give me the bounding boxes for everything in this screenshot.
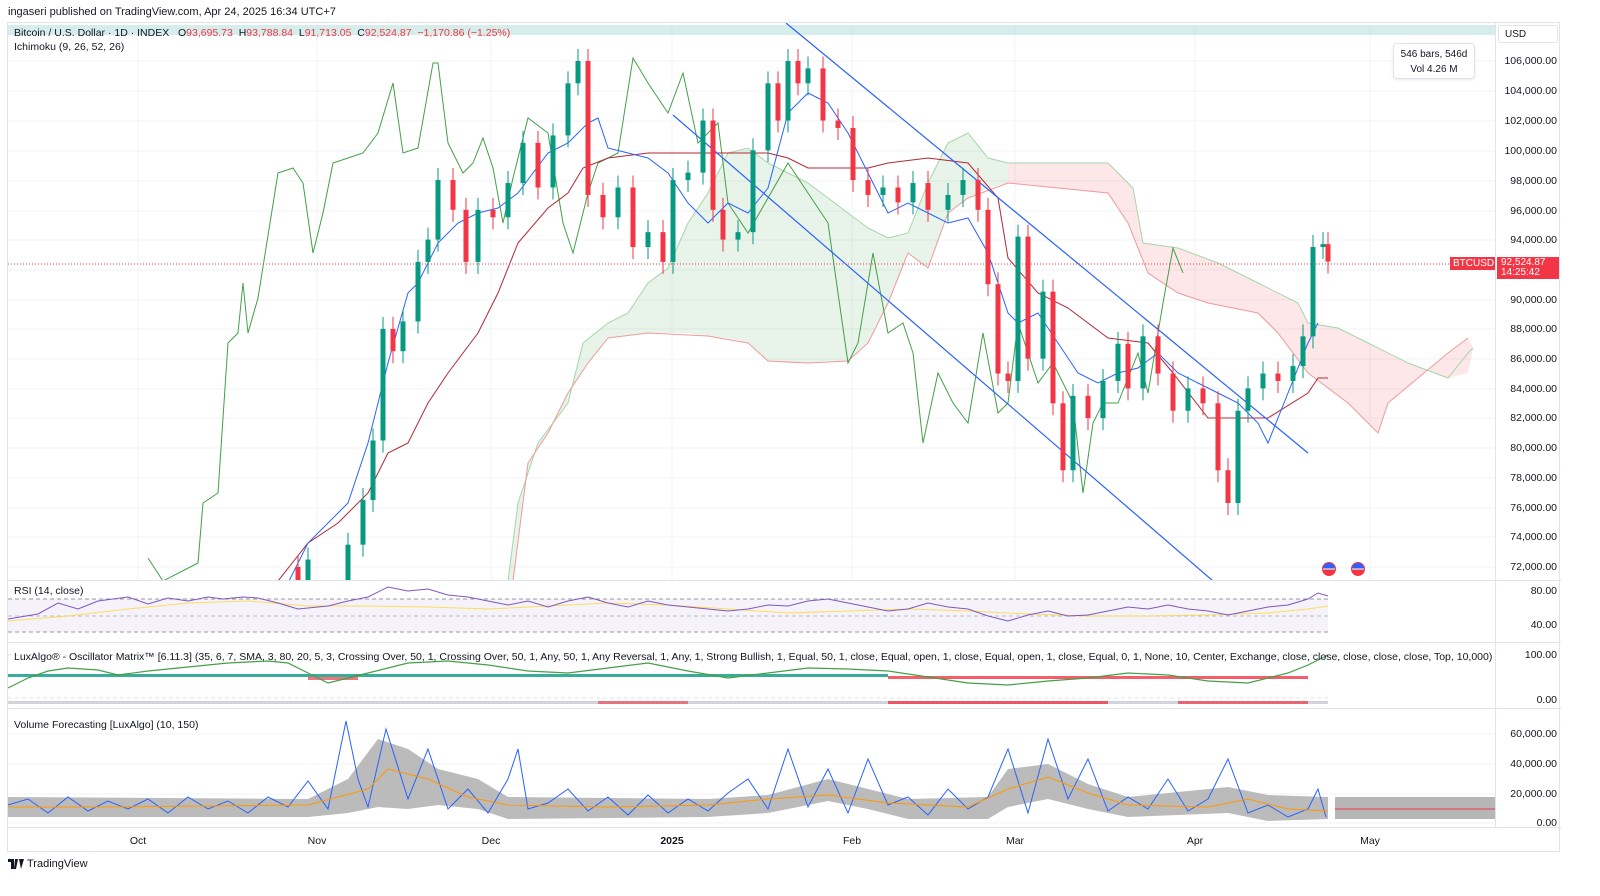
price-axis-label: 100,000.00: [1504, 145, 1557, 157]
price-axis-label: 96,000.00: [1510, 205, 1557, 217]
ichimoku-legend[interactable]: Ichimoku (9, 26, 52, 26): [14, 41, 125, 53]
vol-axis-label: 40,000.00: [1510, 758, 1557, 770]
symbol-price-tag: BTCUSD: [1450, 257, 1495, 270]
price-axis-label: 80,000.00: [1510, 442, 1557, 454]
volume-forecast-pane[interactable]: Volume Forecasting [LuxAlgo] (10, 150): [8, 709, 1495, 828]
rsi-axis-label: 80.00: [1530, 585, 1557, 597]
vol-axis-label: 0.00: [1536, 817, 1557, 829]
close-value: 92,524.87: [364, 27, 412, 39]
bars-count: 546 bars, 546d: [1400, 49, 1468, 60]
volume-chart-svg: [8, 720, 1495, 824]
open-value: 93,695.73: [186, 27, 233, 39]
bars-info-box: 546 bars, 546d Vol 4.26 M: [1393, 43, 1475, 79]
oscillator-pane[interactable]: LuxAlgo® - Oscillator Matrix™ [6.11.3] (…: [8, 643, 1495, 709]
osc-axis-label: 100.00: [1524, 649, 1557, 661]
volume-forecast-legend[interactable]: Volume Forecasting [LuxAlgo] (10, 150): [14, 719, 199, 731]
bar-countdown: 14:25:42: [1501, 267, 1540, 278]
symbol-legend[interactable]: Bitcoin / U.S. Dollar · 1D · INDEX O93,6…: [14, 27, 511, 39]
tradingview-logo-icon: [8, 859, 24, 869]
time-axis-label: Mar: [1005, 835, 1025, 847]
vol-axis-label: 60,000.00: [1510, 728, 1557, 740]
price-axis-label: 72,000.00: [1510, 561, 1557, 573]
last-price: 92,524.87: [1501, 257, 1546, 268]
high-value: 93,788.84: [246, 27, 294, 39]
last-price-tag: 92,524.87 14:25:42: [1497, 257, 1559, 279]
price-axis[interactable]: 106,000.00 104,000.00 102,000.00 100,000.00…: [1495, 23, 1561, 581]
volume-axis[interactable]: 60,000.00 40,000.00 20,000.00 0.00: [1495, 709, 1561, 829]
change-value: −1,170.86 (−1.25%): [417, 27, 511, 39]
tradingview-logo[interactable]: TradingView: [8, 858, 88, 870]
time-axis-label: 2025: [660, 835, 684, 847]
price-chart-svg: [8, 23, 1495, 580]
volume-total: Vol 4.26 M: [1410, 64, 1458, 75]
price-pane[interactable]: Bitcoin / U.S. Dollar · 1D · INDEX O93,6…: [8, 23, 1495, 581]
currency-selector[interactable]: USD: [1498, 25, 1558, 43]
time-axis-label: Apr: [1186, 835, 1204, 847]
time-axis-label: Dec: [481, 835, 501, 847]
time-axis-label: Nov: [307, 835, 327, 847]
rsi-axis[interactable]: 80.00 40.00: [1495, 581, 1561, 643]
oscillator-legend[interactable]: LuxAlgo® - Oscillator Matrix™ [6.11.3] (…: [14, 651, 1493, 663]
rsi-legend[interactable]: RSI (14, close): [14, 585, 84, 597]
time-axis-label: Feb: [842, 835, 862, 847]
price-axis-label: 86,000.00: [1510, 353, 1557, 365]
rsi-pane[interactable]: RSI (14, close): [8, 581, 1495, 643]
price-axis-label: 98,000.00: [1510, 175, 1557, 187]
oscillator-chart-svg: [8, 654, 1329, 704]
price-axis-label: 90,000.00: [1510, 294, 1557, 306]
price-axis-label: 88,000.00: [1510, 323, 1557, 335]
low-value: 91,713.05: [304, 27, 352, 39]
osc-axis-label: 0.00: [1536, 694, 1557, 706]
branding-text: TradingView: [27, 858, 88, 870]
time-axis[interactable]: Oct Nov Dec 2025 Feb Mar Apr May: [8, 828, 1495, 853]
price-axis-label: 78,000.00: [1510, 472, 1557, 484]
price-axis-label: 104,000.00: [1504, 85, 1557, 97]
rsi-axis-label: 40.00: [1530, 619, 1557, 631]
price-axis-label: 102,000.00: [1504, 115, 1557, 127]
oscillator-axis[interactable]: 100.00 0.00: [1495, 643, 1561, 709]
rsi-chart-svg: [8, 586, 1329, 633]
chart-frame[interactable]: Bitcoin / U.S. Dollar · 1D · INDEX O93,6…: [7, 22, 1561, 853]
time-axis-label: Oct: [129, 835, 147, 847]
price-axis-label: 84,000.00: [1510, 383, 1557, 395]
price-axis-label: 94,000.00: [1510, 234, 1557, 246]
symbol-title: Bitcoin / U.S. Dollar · 1D · INDEX: [14, 27, 170, 39]
time-axis-label: May: [1360, 835, 1380, 847]
us-flag-event-icon[interactable]: [1351, 562, 1365, 576]
price-axis-label: 76,000.00: [1510, 502, 1557, 514]
us-flag-event-icon[interactable]: [1322, 562, 1336, 576]
vol-axis-label: 20,000.00: [1510, 788, 1557, 800]
price-axis-label: 82,000.00: [1510, 412, 1557, 424]
publisher-line: ingaseri published on TradingView.com, A…: [8, 6, 336, 18]
price-axis-label: 74,000.00: [1510, 531, 1557, 543]
price-axis-label: 106,000.00: [1504, 55, 1557, 67]
